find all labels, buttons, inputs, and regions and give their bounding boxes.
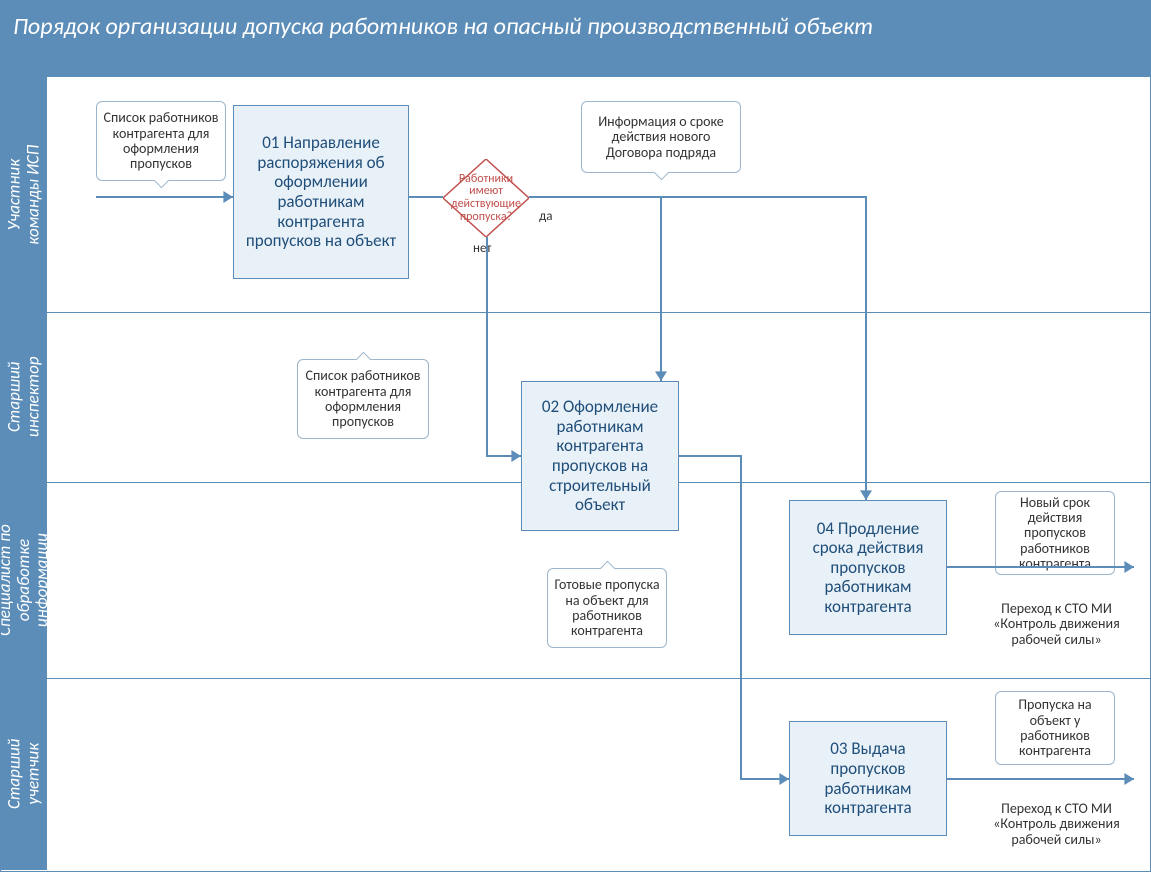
header-band	[1, 51, 1150, 77]
decision-text: Работники имеют действующие пропуска?	[446, 173, 526, 223]
lane-sep	[47, 678, 1150, 679]
callout-new-term: Новый срок действия пропусков работников…	[995, 491, 1115, 575]
process-01: 01 Направление распоряжения об оформлени…	[233, 105, 409, 279]
process-02: 02 Оформление работникам контрагента про…	[521, 381, 679, 531]
diagram-root: Порядок организации допуска работников н…	[0, 0, 1151, 872]
callout-input-list-1: Список работников контрагента для оформл…	[96, 101, 226, 181]
decision-no-label: нет	[473, 241, 491, 256]
link-sto-1: Переход к СТО МИ «Контроль движения рабо…	[979, 601, 1134, 647]
process-04: 04 Продление срока действия пропусков ра…	[789, 500, 947, 635]
process-03: 03 Выдача пропусков работникам контраген…	[789, 721, 947, 836]
lane-label-lane1: Участниккоманды ИСП	[1, 77, 47, 312]
callout-ready-passes: Готовые пропуска на объект для работнико…	[547, 568, 667, 648]
callout-input-list-2: Список работников контрагента для оформл…	[297, 359, 429, 439]
decision-yes-label: да	[539, 209, 552, 224]
callout-passes-on-site: Пропуска на объект у работников контраге…	[995, 691, 1115, 765]
page-title: Порядок организации допуска работников н…	[13, 12, 873, 41]
lane-label-lane2: Старшийинспектор	[1, 312, 47, 482]
process-04-text: 04 Продление срока действия пропусков ра…	[796, 519, 940, 617]
process-02-text: 02 Оформление работникам контрагента про…	[528, 397, 672, 514]
link-sto-2: Переход к СТО МИ «Контроль движения рабо…	[979, 801, 1134, 847]
decision-diamond: Работники имеют действующие пропуска?	[443, 159, 529, 237]
lane-label-lane3: Специалист пообработкеинформации	[1, 482, 47, 678]
title-bar: Порядок организации допуска работников н…	[1, 1, 1150, 51]
lane-label-lane4: Старшийучетчик	[1, 678, 47, 870]
callout-contract-info: Информация о сроке действия нового Догов…	[581, 101, 741, 173]
lane-sep	[47, 312, 1150, 313]
process-01-text: 01 Направление распоряжения об оформлени…	[240, 133, 402, 250]
process-03-text: 03 Выдача пропусков работникам контраген…	[796, 739, 940, 817]
